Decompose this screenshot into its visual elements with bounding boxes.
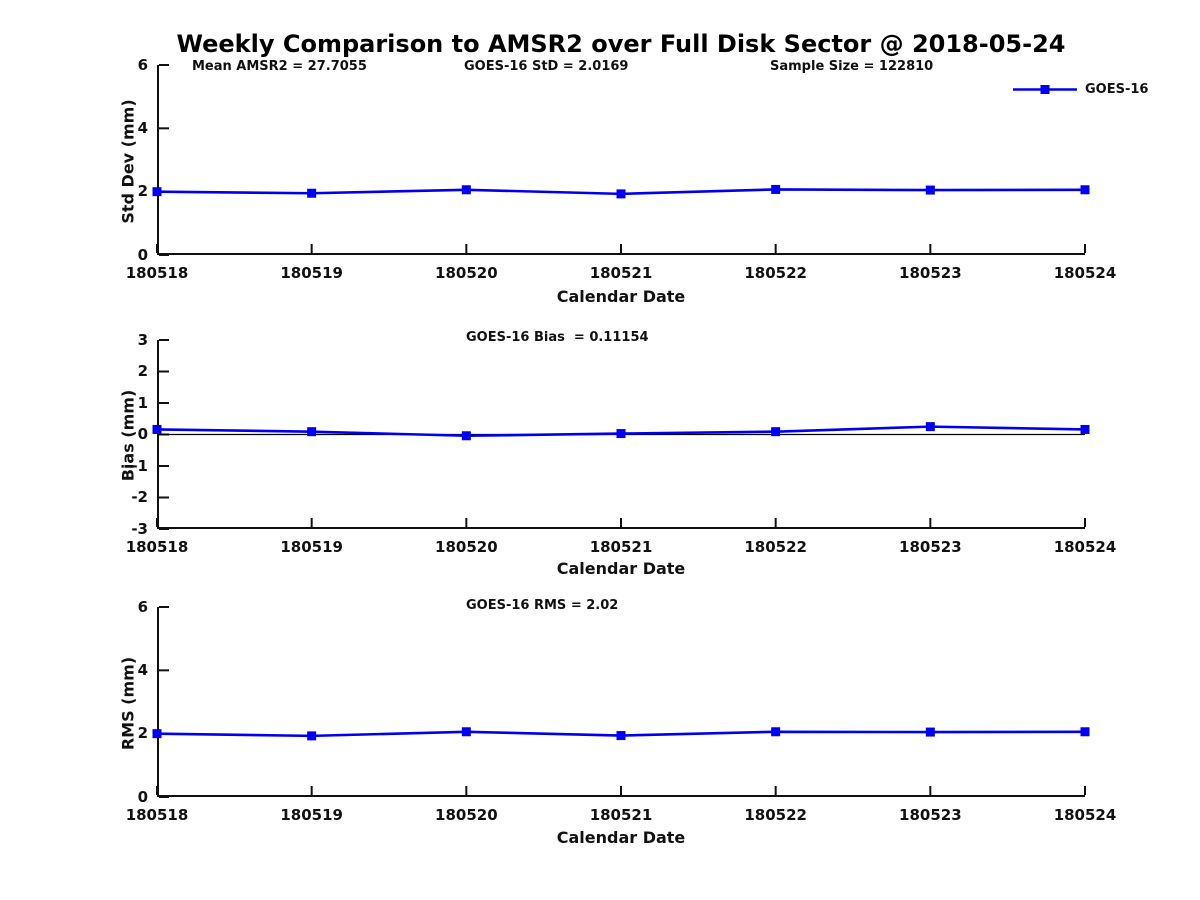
x-axis-label-2: Calendar Date xyxy=(556,559,686,578)
x-tick-label: 180524 xyxy=(1053,538,1117,556)
x-tick-label: 180521 xyxy=(589,538,653,556)
x-tick-label: 180523 xyxy=(899,264,962,282)
y-axis-label-stddev: Std Dev (mm) xyxy=(118,99,138,224)
x-tick-label: 180519 xyxy=(280,538,343,556)
x-tick-label: 180518 xyxy=(125,806,189,824)
annotation-mean-amsr2: Mean AMSR2 = 27.7055 xyxy=(192,59,367,74)
x-tick-label: 180522 xyxy=(744,538,807,556)
x-tick-label: 180523 xyxy=(899,806,962,824)
bias-plot-area xyxy=(152,339,1090,530)
x-tick-label: 180519 xyxy=(280,264,343,282)
y-tick-label: -1 xyxy=(131,456,148,475)
chart-title: Weekly Comparison to AMSR2 over Full Dis… xyxy=(176,30,1066,58)
x-tick-label: 180522 xyxy=(744,264,807,282)
annotation-sample-size: Sample Size = 122810 xyxy=(770,59,934,74)
x-tick-label: 180520 xyxy=(435,264,498,282)
x-tick-label: 180520 xyxy=(435,806,498,824)
annotation-goes16-bias: GOES-16 Bias = 0.11154 xyxy=(466,330,649,345)
y-tick-label: 1 xyxy=(137,393,148,412)
x-tick-label: 180523 xyxy=(899,538,962,556)
y-tick-label: 2 xyxy=(137,724,148,743)
y-tick-label: 4 xyxy=(137,118,148,137)
y-tick-label: -3 xyxy=(131,519,148,538)
y-tick-label: 2 xyxy=(137,362,148,380)
y-tick-label: -2 xyxy=(131,488,148,506)
legend-label: GOES-16 xyxy=(1085,81,1149,97)
y-tick-label: 6 xyxy=(137,55,148,74)
x-tick-label: 180521 xyxy=(589,264,653,282)
y-tick-label: 2 xyxy=(137,182,148,201)
y-tick-label: 0 xyxy=(137,425,148,443)
x-tick-label: 180518 xyxy=(125,264,189,282)
x-tick-label: 180524 xyxy=(1053,806,1117,824)
x-tick-label: 180524 xyxy=(1053,264,1117,282)
rms-plot-area xyxy=(152,606,1090,798)
legend-line-sample xyxy=(1013,84,1077,94)
x-axis-label-1: Calendar Date xyxy=(556,287,686,306)
stddev-plot-area xyxy=(152,64,1090,256)
y-tick-label: 6 xyxy=(137,597,148,616)
y-tick-label: 0 xyxy=(137,245,148,264)
legend: GOES-16 xyxy=(1013,81,1148,97)
y-tick-label: 0 xyxy=(137,787,148,806)
annotation-goes16-rms: GOES-16 RMS = 2.02 xyxy=(466,598,619,613)
x-tick-label: 180522 xyxy=(744,806,807,824)
x-tick-label: 180518 xyxy=(125,538,189,556)
x-tick-label: 180520 xyxy=(435,538,498,556)
x-tick-label: 180521 xyxy=(589,806,653,824)
x-axis-label-3: Calendar Date xyxy=(556,828,686,847)
y-axis-label-rms: RMS (mm) xyxy=(118,656,138,751)
legend-square-marker-icon xyxy=(1040,84,1050,94)
annotation-goes16-std: GOES-16 StD = 2.0169 xyxy=(464,59,629,74)
y-tick-label: 4 xyxy=(137,660,148,679)
x-tick-label: 180519 xyxy=(280,806,343,824)
y-tick-label: 3 xyxy=(137,330,148,349)
